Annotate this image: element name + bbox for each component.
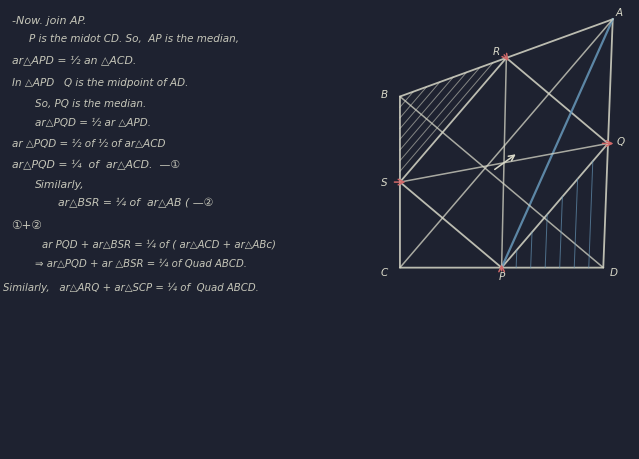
Text: ①+②: ①+② [12, 218, 42, 231]
Text: Similarly,: Similarly, [35, 179, 85, 190]
Text: So, PQ is the median.: So, PQ is the median. [35, 98, 146, 108]
Text: D: D [610, 268, 617, 278]
Text: ar△PQD = ¼  of  ar△ACD.  —①: ar△PQD = ¼ of ar△ACD. —① [12, 159, 180, 169]
Text: P is the midot CD. So,  AP is the median,: P is the midot CD. So, AP is the median, [29, 34, 239, 44]
Text: B: B [381, 90, 388, 100]
Text: ar △PQD = ½ of ½ of ar△ACD: ar △PQD = ½ of ½ of ar△ACD [12, 138, 165, 148]
Text: Q: Q [617, 136, 625, 146]
Text: C: C [381, 268, 389, 278]
Text: A: A [615, 8, 622, 18]
Text: ar△BSR = ¼ of  ar△AB ( —②: ar△BSR = ¼ of ar△AB ( —② [58, 198, 213, 208]
Text: R: R [493, 46, 500, 56]
Text: Similarly,   ar△ARQ + ar△SCP = ¼ of  Quad ABCD.: Similarly, ar△ARQ + ar△SCP = ¼ of Quad A… [3, 282, 259, 292]
Text: -Now. join AP.: -Now. join AP. [12, 16, 86, 26]
Text: ar△APD = ½ an △ACD.: ar△APD = ½ an △ACD. [12, 56, 136, 66]
Text: ⇒ ar△PQD + ar △BSR = ¼ of Quad ABCD.: ⇒ ar△PQD + ar △BSR = ¼ of Quad ABCD. [35, 259, 247, 269]
Text: ar△PQD = ½ ar △APD.: ar△PQD = ½ ar △APD. [35, 118, 151, 128]
Text: P: P [498, 271, 505, 281]
Text: In △APD   Q is the midpoint of AD.: In △APD Q is the midpoint of AD. [12, 78, 188, 88]
Text: S: S [381, 178, 388, 188]
Text: ar PQD + ar△BSR = ¼ of ( ar△ACD + ar△ABc): ar PQD + ar△BSR = ¼ of ( ar△ACD + ar△ABc… [42, 239, 275, 249]
